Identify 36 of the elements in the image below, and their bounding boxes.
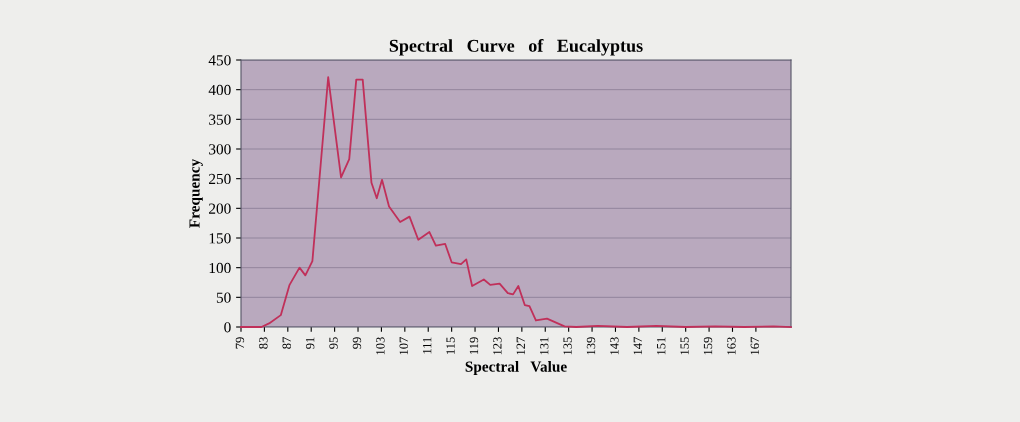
x-tick-label: 123 (493, 337, 502, 355)
x-tick-label: 87 (282, 337, 291, 349)
x-tick-label: 119 (469, 337, 479, 354)
x-tick-label: 147 (633, 337, 642, 355)
x-tick-label: 95 (329, 337, 338, 349)
y-tick-label: 0 (224, 322, 231, 333)
y-tick-label: 400 (208, 84, 231, 96)
y-tick-label: 300 (209, 144, 231, 155)
x-tick-label: 115 (446, 337, 455, 354)
y-tick-label: 200 (209, 203, 231, 214)
x-tick-label: 155 (680, 337, 689, 355)
x-tick-label: 127 (516, 337, 525, 355)
y-tick-label: 50 (216, 292, 231, 303)
x-tick-label: 159 (703, 337, 713, 355)
x-tick-label: 135 (563, 337, 572, 355)
x-tick-label: 111 (422, 337, 432, 354)
x-tick-label: 151 (657, 337, 666, 355)
x-tick-label: 107 (399, 337, 408, 355)
x-tick-label: 103 (376, 337, 385, 355)
y-axis-title: Frequency (189, 158, 203, 228)
x-axis-title: Spectral Value (465, 361, 567, 375)
x-tick-label: 163 (727, 337, 736, 355)
y-tick-label: 250 (209, 173, 231, 185)
chart-title: Spectral Curve of Eucalyptus (389, 38, 643, 56)
x-tick-label: 131 (539, 337, 549, 355)
x-tick-label: 79 (235, 337, 245, 349)
y-tick-label: 100 (209, 262, 231, 274)
x-tick-label: 143 (610, 337, 619, 355)
y-tick-label: 350 (209, 114, 231, 125)
x-tick-label: 91 (305, 337, 315, 349)
x-tick-label: 99 (352, 337, 362, 349)
x-tick-label: 83 (259, 337, 268, 349)
y-tick-label: 150 (209, 233, 231, 244)
x-tick-label: 167 (750, 337, 760, 355)
x-tick-label: 139 (586, 337, 596, 355)
y-tick-label: 450 (208, 55, 231, 66)
